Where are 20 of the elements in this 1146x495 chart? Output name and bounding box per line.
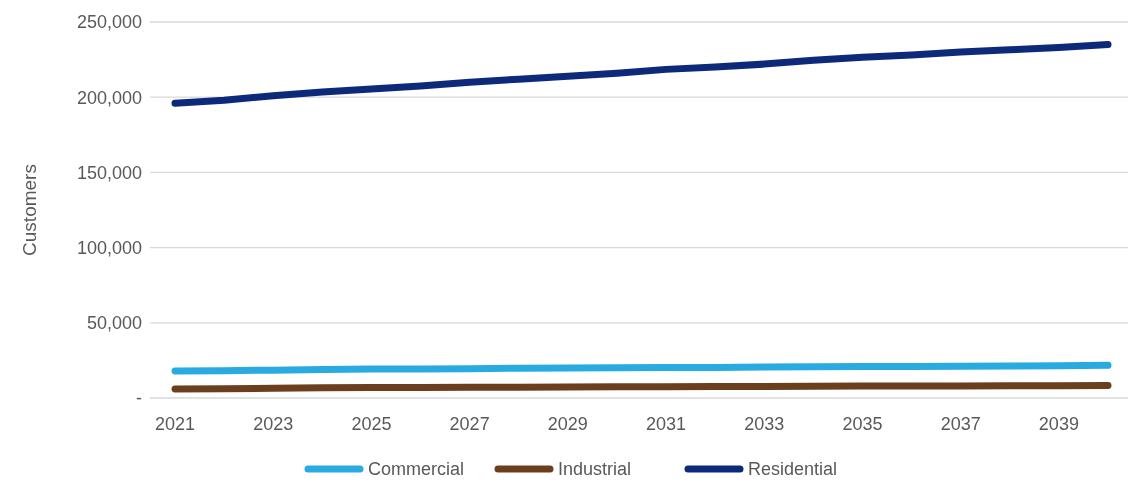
y-tick-label: 50,000 <box>86 313 142 334</box>
x-tick-label: 2033 <box>744 414 785 434</box>
y-tick-label: 200,000 <box>76 87 142 108</box>
y-tick-label: 100,000 <box>76 237 142 258</box>
x-tick-label: 2027 <box>449 414 490 434</box>
x-tick-label: 2023 <box>253 414 294 434</box>
y-tick-label: - <box>136 388 142 409</box>
y-axis-title: Customers <box>19 164 40 256</box>
y-tick-label: 250,000 <box>76 12 142 33</box>
legend-label: Commercial <box>368 459 465 479</box>
x-tick-label: 2035 <box>842 414 883 434</box>
y-tick-label: 150,000 <box>76 162 142 183</box>
x-tick-label: 2021 <box>154 414 196 434</box>
legend-label: Industrial <box>558 459 632 479</box>
x-tick-label: 2029 <box>547 414 588 434</box>
legend-label: Residential <box>748 459 838 479</box>
x-tick-label: 2037 <box>940 414 981 434</box>
x-tick-label: 2025 <box>351 414 392 434</box>
x-tick-label: 2031 <box>646 414 687 434</box>
x-tick-label: 2039 <box>1038 414 1079 434</box>
